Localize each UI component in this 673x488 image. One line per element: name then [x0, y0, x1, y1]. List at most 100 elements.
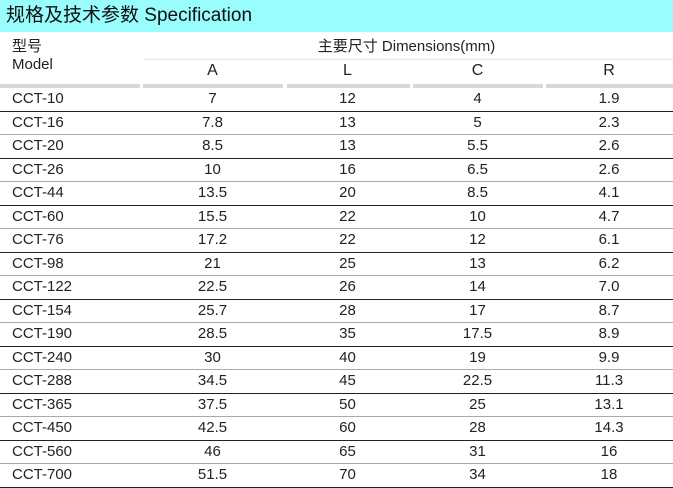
- model-cell: CCT-560: [12, 442, 73, 460]
- table-row: CCT-16 7.8 13 5 2.3: [0, 112, 673, 135]
- dimension-cell: 6.2: [598, 254, 620, 272]
- dimensions-header: 主要尺寸 Dimensions(mm): [317, 38, 496, 55]
- dimension-cell: 4.7: [598, 207, 620, 225]
- dimension-cell: 6.1: [598, 231, 620, 248]
- dimension-cell: 12: [469, 231, 486, 248]
- dimension-cell: 34: [469, 466, 486, 483]
- dimension-cell: 28: [469, 419, 486, 436]
- dimension-cell: 7.0: [598, 278, 620, 295]
- table-body: CCT-10 7 12 4 1.9 CCT-16 7.8 13 5 2.3 CCT-20 8.5 13 5…: [0, 88, 673, 488]
- dimension-cell: 40: [339, 348, 356, 366]
- dimension-cell: 10: [469, 207, 486, 225]
- dimension-cell: 2.3: [598, 113, 620, 131]
- model-cell: CCT-76: [12, 231, 64, 248]
- dimension-cell: 34.5: [197, 372, 228, 389]
- model-cell: CCT-365: [12, 395, 73, 413]
- dimension-cell: 51.5: [197, 466, 228, 483]
- dimension-cell: 9.9: [598, 348, 620, 366]
- dimension-cell: 16: [339, 160, 356, 178]
- table-row: CCT-288 34.5 45 22.5 11.3: [0, 370, 673, 394]
- dimension-cell: 14: [469, 278, 486, 295]
- dimension-cell: 4: [473, 90, 482, 107]
- dimension-cell: 2.6: [598, 137, 620, 154]
- dimension-cell: 37.5: [197, 395, 228, 413]
- dimension-cell: 8.9: [598, 325, 620, 342]
- dimension-cell: 15.5: [197, 207, 228, 225]
- dimension-cell: 25: [339, 254, 356, 272]
- model-cell: CCT-26: [12, 160, 64, 178]
- dimension-cell: 60: [339, 419, 356, 436]
- table-row: CCT-98 21 25 13 6.2: [0, 253, 673, 276]
- dimension-cell: 17.5: [462, 325, 493, 342]
- dimension-cell: 22: [339, 207, 356, 225]
- table-row: CCT-76 17.2 22 12 6.1: [0, 229, 673, 253]
- table-row: CCT-26 10 16 6.5 2.6: [0, 159, 673, 182]
- dimension-cell: 7: [208, 90, 217, 107]
- table-row: CCT-20 8.5 13 5.5 2.6: [0, 135, 673, 159]
- dimension-cell: 28: [339, 301, 356, 319]
- table-row: CCT-560 46 65 31 16: [0, 441, 673, 464]
- dimension-cell: 13: [469, 254, 486, 272]
- column-header-l: L: [343, 62, 352, 79]
- dimension-cell: 5: [473, 113, 482, 131]
- dimension-cell: 13.5: [197, 184, 228, 201]
- dimension-cell: 35: [339, 325, 356, 342]
- dimension-cell: 1.9: [598, 90, 620, 107]
- table-row: CCT-60 15.5 22 10 4.7: [0, 206, 673, 229]
- model-cell: CCT-190: [12, 325, 73, 342]
- dimension-cell: 2.6: [598, 160, 620, 178]
- divider: [143, 84, 283, 88]
- dimension-cell: 28.5: [197, 325, 228, 342]
- table-row: CCT-365 37.5 50 25 13.1: [0, 394, 673, 417]
- table-row: CCT-240 30 40 19 9.9: [0, 347, 673, 370]
- dimension-cell: 8.5: [202, 137, 223, 154]
- model-cell: CCT-98: [12, 254, 64, 272]
- dimension-cell: 42.5: [197, 419, 228, 436]
- table-row: CCT-122 22.5 26 14 7.0: [0, 276, 673, 300]
- dimension-cell: 30: [204, 348, 221, 366]
- dimension-cell: 25.7: [197, 301, 228, 319]
- model-cell: CCT-240: [12, 348, 73, 366]
- dimension-cell: 50: [339, 395, 356, 413]
- dimension-cell: 8.5: [467, 184, 488, 201]
- model-cell: CCT-700: [12, 466, 73, 483]
- dimension-cell: 18: [600, 466, 618, 483]
- dimension-cell: 22: [339, 231, 356, 248]
- model-header-cn: 型号: [12, 38, 43, 55]
- dimension-cell: 11.3: [594, 372, 624, 389]
- dimension-cell: 21: [204, 254, 221, 272]
- dimension-cell: 10: [204, 160, 221, 178]
- model-cell: CCT-60: [12, 207, 64, 225]
- divider: [287, 84, 410, 88]
- dimension-cell: 31: [469, 442, 486, 460]
- table-row: CCT-10 7 12 4 1.9: [0, 88, 673, 112]
- dimension-cell: 5.5: [467, 137, 488, 154]
- column-header-a: A: [207, 62, 218, 79]
- dimension-cell: 19: [469, 348, 486, 366]
- dimension-cell: 13.1: [594, 395, 624, 413]
- column-header-c: C: [471, 62, 484, 79]
- dimension-cell: 17.2: [197, 231, 228, 248]
- dimension-cell: 13: [339, 137, 356, 154]
- model-cell: CCT-44: [12, 184, 64, 201]
- dimension-cell: 8.7: [598, 301, 620, 319]
- section-title: 规格及技术参数 Specification: [0, 0, 673, 32]
- dimension-cell: 13: [339, 113, 356, 131]
- dimension-cell: 22.5: [462, 372, 493, 389]
- divider: [0, 84, 140, 88]
- divider: [546, 84, 673, 88]
- dimension-cell: 17: [469, 301, 486, 319]
- dimension-cell: 70: [339, 466, 356, 483]
- dimension-cell: 25: [469, 395, 486, 413]
- table-header: 型号 Model 主要尺寸 Dimensions(mm) A L C R: [0, 32, 673, 88]
- dimension-cell: 46: [204, 442, 221, 460]
- table-row: CCT-190 28.5 35 17.5 8.9: [0, 323, 673, 347]
- model-cell: CCT-10: [12, 90, 64, 107]
- table-row: CCT-700 51.5 70 34 18: [0, 464, 673, 488]
- model-cell: CCT-20: [12, 137, 64, 154]
- table-row: CCT-154 25.7 28 17 8.7: [0, 300, 673, 323]
- dimension-cell: 4.1: [598, 184, 620, 201]
- dimension-cell: 7.8: [202, 113, 223, 131]
- model-cell: CCT-288: [12, 372, 73, 389]
